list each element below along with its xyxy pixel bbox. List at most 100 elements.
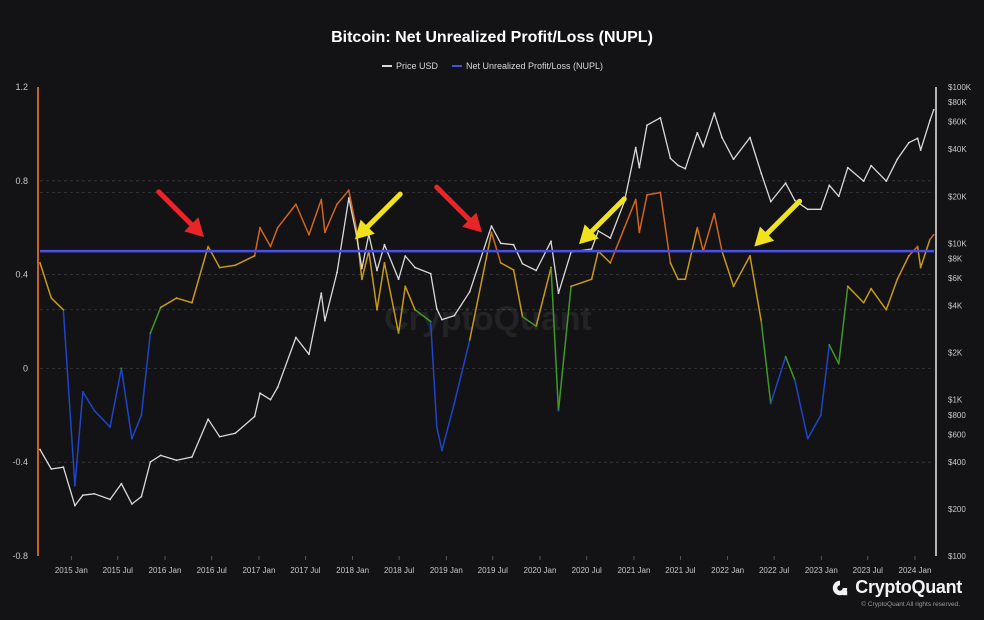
annotation-arrow-yellow [579,196,627,245]
nupl-point [468,339,471,342]
y-right-tick-label: $60K [948,118,967,127]
nupl-point [638,231,641,234]
x-tick-label: 2018 Jan [336,566,369,575]
nupl-point [862,301,865,304]
nupl-segment [749,255,763,323]
nupl-segment [535,266,552,327]
nupl-segment [320,198,326,234]
nupl-segment [784,355,796,381]
nupl-point [732,285,735,288]
nupl-segment [140,332,152,417]
price-point [749,136,751,139]
annotation-arrow-yellow [754,198,803,247]
price-point [732,158,735,161]
x-tick-label: 2019 Jul [478,566,508,575]
legend-label: Price USD [396,61,439,71]
nupl-point [324,231,326,234]
nupl-point [74,484,76,487]
nupl-point [336,203,338,206]
arrow-shaft [589,196,627,234]
price-point [81,494,84,497]
nupl-segment [870,287,888,311]
nupl-segment [713,212,723,252]
price-point [109,498,111,501]
price-point [383,243,386,246]
nupl-segment [820,344,831,417]
price-point [646,124,648,127]
arrow-head [579,224,599,245]
cryptoquant-logo-icon [833,580,848,595]
nupl-point [376,308,378,311]
price-point [468,290,471,293]
chart-watermark: CryptoQuant [384,300,592,338]
price-point [404,255,407,257]
price-point [308,353,310,356]
nupl-point [896,278,899,281]
nupl-point [806,437,809,440]
nupl-segment [131,414,143,440]
watermark-text: CryptoQuant [384,300,592,338]
nupl-segment [916,245,922,269]
chart-grid [40,180,934,463]
x-tick-label: 2019 Jan [430,566,463,575]
nupl-segment [82,391,96,412]
nupl-point [383,261,386,264]
nupl-point [828,344,831,346]
y-right-tick-label: $4K [948,302,963,311]
price-point [928,119,931,122]
x-tick-label: 2017 Jul [290,566,320,575]
nupl-segment [847,285,865,304]
y-right-tick-label: $100K [948,83,972,92]
nupl-point [793,379,796,382]
nupl-segment [269,226,279,248]
nupl-point [360,278,363,281]
nupl-segment [429,320,438,428]
nupl-segment [348,189,357,229]
y-left-tick-label: 1.2 [15,82,28,92]
nupl-point [521,315,524,318]
nupl-segment [499,262,515,271]
nupl-segment [120,367,133,440]
price-point [760,172,763,175]
nupl-segment [896,255,910,281]
price-point [550,240,552,243]
nupl-segment [397,285,406,334]
y-left-tick-label: 0 [23,363,28,373]
nupl-point [932,233,935,236]
nupl-segment [361,250,370,281]
nupl-point [557,409,560,412]
nupl-point [669,261,672,264]
nupl-point [435,426,438,428]
nupl-point [39,261,41,264]
nupl-point [276,226,279,229]
nupl-point [218,266,221,269]
price-point [696,131,699,134]
price-point [259,392,261,395]
y-right-tick-label: $100 [948,552,966,561]
nupl-segment [39,262,53,299]
nupl-segment [308,198,323,236]
y-left-tick-label: 0.4 [15,270,28,280]
price-point [130,503,133,505]
nupl-point [93,409,96,412]
nupl-segment [149,306,162,334]
x-tick-label: 2016 Jul [197,566,227,575]
nupl-point [916,245,919,248]
price-point [376,269,378,272]
price-point [669,157,672,160]
nupl-point [130,437,133,440]
chart-title: Bitcoin: Net Unrealized Profit/Loss (NUP… [331,29,653,46]
nupl-point [870,287,873,290]
price-point [414,266,416,269]
x-tick-label: 2024 Jan [899,566,932,575]
price-point [932,108,935,111]
nupl-segment [414,309,432,323]
price-point [397,278,400,281]
price-point [521,262,524,265]
annotation-arrow-red [434,184,482,233]
price-point [806,208,809,211]
price-point [907,141,910,144]
arrow-shaft [156,189,194,227]
nupl-point [696,226,699,229]
price-point [320,292,323,295]
